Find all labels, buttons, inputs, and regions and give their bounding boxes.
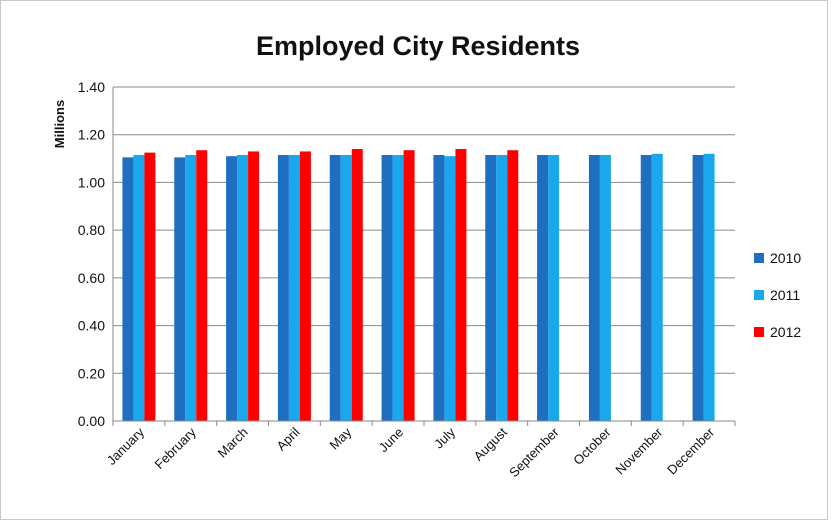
axes	[112, 87, 736, 426]
y-axis-label: Millions	[52, 100, 67, 148]
bar-2012-june	[403, 150, 415, 421]
bar-2011-may	[340, 154, 352, 421]
bar-2011-april	[288, 154, 300, 421]
bar-2012-april	[299, 151, 311, 421]
x-tick-label: December	[664, 424, 717, 477]
x-tick-label: January	[104, 424, 148, 468]
bar-2011-july	[444, 156, 456, 421]
bar-2011-september	[548, 154, 560, 421]
bar-2011-march	[237, 154, 249, 421]
y-tick-label: 0.80	[78, 222, 105, 238]
bar-2012-august	[507, 150, 519, 421]
y-tick-label: 1.00	[78, 174, 105, 190]
bar-2011-june	[392, 154, 404, 421]
x-tick-label: August	[471, 424, 510, 463]
legend-swatch-2012	[754, 327, 764, 337]
bar-2010-february	[174, 157, 186, 421]
y-tick-label: 0.00	[78, 413, 105, 429]
x-tick-label: May	[326, 424, 354, 452]
bar-2010-june	[381, 154, 393, 421]
bar-2010-may	[329, 154, 341, 421]
x-tick-label: February	[151, 424, 199, 472]
x-tick-label: July	[431, 424, 458, 451]
bar-2010-july	[433, 154, 445, 421]
bar-2012-february	[196, 150, 208, 421]
x-tick-label: October	[570, 424, 614, 468]
bar-2010-november	[640, 154, 652, 421]
bar-2011-november	[651, 153, 663, 422]
bar-2012-july	[455, 149, 467, 421]
bar-2010-september	[537, 154, 549, 421]
legend-label-2012: 2012	[770, 324, 801, 340]
bar-2010-december	[692, 154, 704, 421]
y-tick-label: 1.40	[78, 79, 105, 95]
bar-2011-october	[599, 154, 611, 421]
bar-2010-april	[277, 154, 289, 421]
x-tick-label: June	[376, 425, 407, 456]
x-tick-label: November	[612, 424, 665, 477]
x-tick-label: March	[215, 425, 251, 461]
bar-2011-august	[496, 154, 508, 421]
gridlines	[113, 86, 735, 374]
bar-2010-october	[588, 154, 600, 421]
y-tick-label: 0.20	[78, 365, 105, 381]
x-tick-labels: January February March April May June July Augu…	[104, 424, 718, 480]
bar-2012-january	[144, 152, 156, 421]
y-tick-label: 0.60	[78, 270, 105, 286]
bar-2011-january	[133, 154, 145, 421]
legend-swatch-2011	[754, 290, 764, 300]
bar-2011-december	[703, 153, 715, 422]
bars	[122, 149, 715, 422]
legend-swatch-2010	[754, 253, 764, 263]
legend-label-2011: 2011	[770, 287, 800, 303]
bar-2010-march	[226, 156, 238, 421]
legend: 2010 2011 2012	[754, 250, 801, 340]
chart-title: Employed City Residents	[256, 31, 580, 61]
x-tick-label: April	[274, 424, 303, 453]
bar-2011-february	[185, 154, 197, 421]
bar-2010-august	[485, 154, 497, 421]
bar-2010-january	[122, 157, 134, 421]
y-tick-label: 0.40	[78, 318, 105, 334]
y-tick-labels: 0.00 0.20 0.40 0.60 0.80 1.00 1.20 1.40	[78, 79, 105, 429]
y-tick-label: 1.20	[78, 127, 105, 143]
x-tick-label: September	[506, 424, 562, 480]
bar-2012-may	[351, 149, 363, 421]
legend-label-2010: 2010	[770, 250, 801, 266]
bar-2012-march	[248, 151, 260, 421]
